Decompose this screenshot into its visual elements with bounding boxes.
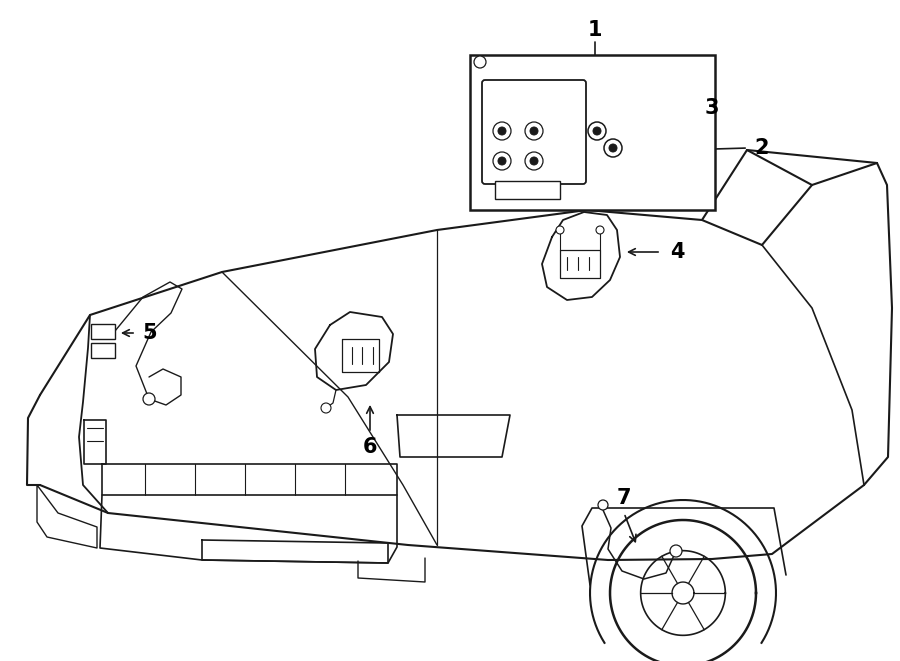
Circle shape [598, 500, 608, 510]
Text: 3: 3 [705, 98, 719, 118]
Circle shape [556, 226, 564, 234]
Circle shape [530, 157, 538, 165]
Circle shape [143, 393, 155, 405]
Circle shape [604, 139, 622, 157]
Circle shape [530, 127, 538, 135]
Circle shape [493, 152, 511, 170]
Circle shape [321, 403, 331, 413]
Text: 5: 5 [143, 323, 157, 343]
Circle shape [493, 122, 511, 140]
Text: 6: 6 [363, 437, 377, 457]
Text: 4: 4 [670, 242, 684, 262]
Text: 7: 7 [616, 488, 631, 508]
Bar [495, 181, 560, 199]
Circle shape [525, 152, 543, 170]
Circle shape [525, 122, 543, 140]
Circle shape [498, 127, 506, 135]
Circle shape [588, 122, 606, 140]
Circle shape [596, 226, 604, 234]
Bar [470, 55, 715, 210]
Circle shape [474, 56, 486, 68]
FancyBboxPatch shape [482, 80, 586, 184]
Circle shape [593, 127, 601, 135]
Text: 1: 1 [588, 20, 602, 40]
Circle shape [670, 545, 682, 557]
Bar [91, 324, 115, 339]
Circle shape [498, 157, 506, 165]
Text: 2: 2 [755, 138, 770, 158]
Circle shape [609, 144, 617, 152]
Bar [91, 343, 115, 358]
